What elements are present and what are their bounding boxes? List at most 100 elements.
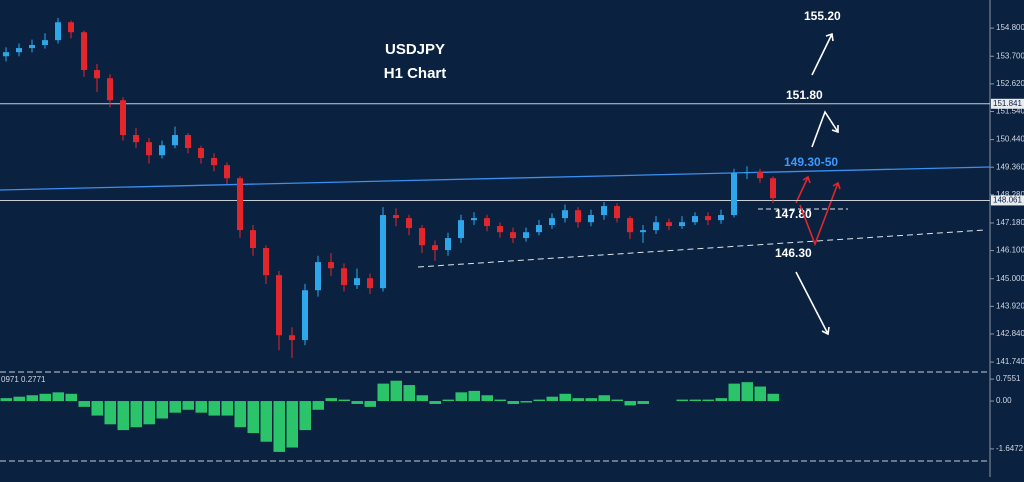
candle-body (640, 230, 646, 233)
candle-body (458, 220, 464, 239)
candle-body (237, 178, 243, 231)
candle-body (731, 173, 737, 216)
price-label-box (991, 98, 1024, 109)
histogram-bar (78, 401, 90, 407)
histogram-bar (221, 401, 233, 416)
y-tick-label: 153.700 (996, 51, 1024, 60)
target-label: 147.80 (775, 207, 812, 221)
histogram-bar (312, 401, 324, 410)
histogram-bar (260, 401, 272, 442)
candle-body (328, 262, 334, 269)
histogram-bar (39, 393, 51, 402)
histogram-bar (689, 399, 701, 402)
y-tick-label: 152.620 (996, 79, 1024, 88)
candle-body (367, 278, 373, 289)
support-line (417, 229, 986, 268)
candle-body (341, 268, 347, 286)
candle-body (770, 178, 776, 199)
candle-body (289, 335, 295, 341)
candle-body (198, 148, 204, 159)
histogram-bar (546, 396, 558, 402)
histogram-bar (91, 401, 103, 416)
candle-body (614, 206, 620, 219)
candle-body (536, 225, 542, 233)
histogram-bar (65, 393, 77, 402)
trend-line (0, 166, 991, 191)
candle-body (510, 232, 516, 239)
histogram-bar (377, 383, 389, 402)
candle-body (692, 216, 698, 223)
candle-body (146, 142, 152, 156)
histogram-bar (624, 401, 636, 406)
candle-body (705, 216, 711, 221)
price-label-box (991, 195, 1024, 206)
histogram-bar (234, 401, 246, 428)
candle-body (484, 218, 490, 227)
histogram-bar (169, 401, 181, 413)
y-tick-label: 149.360 (996, 162, 1024, 171)
indicator-label: 0971 0.2771 (1, 375, 46, 384)
histogram-bar (468, 390, 480, 402)
y-tick-label: 141.740 (996, 357, 1024, 366)
candle-body (315, 262, 321, 291)
histogram-bar (455, 392, 467, 402)
candle-body (94, 70, 100, 79)
y-tick-label: 151.540 (996, 107, 1024, 116)
histogram-bar (676, 399, 688, 402)
histogram-bar (754, 386, 766, 402)
arrow (795, 271, 830, 336)
candle-body (523, 232, 529, 239)
histogram-bar (299, 401, 311, 431)
candle-body (172, 135, 178, 146)
candle-body (406, 218, 412, 229)
candle-body (575, 210, 581, 223)
histogram-bar (156, 401, 168, 419)
candle-body (354, 278, 360, 286)
histogram-bar (338, 399, 350, 402)
price-label: 148.061 (993, 196, 1022, 205)
y-tick-label: -1.6472 (996, 444, 1024, 453)
arrow (811, 110, 839, 148)
candle-body (393, 215, 399, 219)
y-tick-label: 147.180 (996, 218, 1024, 227)
candle-body (263, 248, 269, 276)
target-label: 149.30-50 (784, 155, 838, 169)
target-label: 146.30 (775, 246, 812, 260)
histogram-bar (702, 399, 714, 402)
candle-body (679, 222, 685, 227)
candle-body (471, 218, 477, 221)
histogram-bar (598, 395, 610, 402)
candle-body (68, 22, 74, 33)
candle-body (81, 32, 87, 71)
histogram-bar (0, 398, 12, 402)
target-label: 151.80 (786, 88, 823, 102)
candle-body (653, 222, 659, 231)
arrows (795, 32, 841, 336)
candle-body (185, 135, 191, 149)
histogram-bar (13, 396, 25, 402)
arrow (811, 32, 834, 76)
chart-subtitle: H1 Chart (384, 65, 447, 82)
candle-body (120, 100, 126, 136)
candle-body (107, 78, 113, 101)
y-tick-label: 0.00 (996, 396, 1012, 405)
candle-body (588, 215, 594, 223)
price-label: 151.841 (993, 99, 1022, 108)
candle-body (718, 215, 724, 221)
candle-body (562, 210, 568, 219)
candle-body (666, 222, 672, 227)
candle-body (55, 22, 61, 41)
histogram-bar (247, 401, 259, 434)
candle-body (744, 172, 750, 174)
histogram-bar (182, 401, 194, 410)
candle-body (302, 290, 308, 341)
candle-body (3, 52, 9, 57)
y-tick-label: 0.7551 (996, 374, 1021, 383)
y-tick-label: 143.920 (996, 301, 1024, 310)
histogram-bar (286, 401, 298, 448)
candle-body (380, 215, 386, 289)
y-tick-label: 142.840 (996, 329, 1024, 338)
histogram-bar (637, 401, 649, 404)
